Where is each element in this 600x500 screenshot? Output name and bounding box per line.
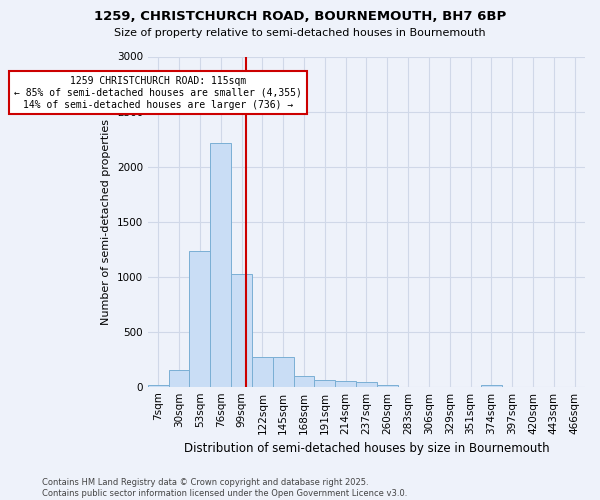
Y-axis label: Number of semi-detached properties: Number of semi-detached properties [101, 118, 111, 324]
Text: Size of property relative to semi-detached houses in Bournemouth: Size of property relative to semi-detach… [114, 28, 486, 38]
Bar [273, 357, 293, 386]
Bar [481, 384, 502, 386]
Bar [190, 252, 211, 386]
Bar [148, 385, 169, 386]
Bar [252, 357, 273, 386]
Bar [293, 376, 314, 386]
Bar [356, 382, 377, 386]
Bar [169, 370, 190, 386]
Bar [377, 385, 398, 386]
Bar [211, 144, 231, 386]
Text: 1259, CHRISTCHURCH ROAD, BOURNEMOUTH, BH7 6BP: 1259, CHRISTCHURCH ROAD, BOURNEMOUTH, BH… [94, 10, 506, 23]
Bar [231, 274, 252, 386]
Text: Contains HM Land Registry data © Crown copyright and database right 2025.
Contai: Contains HM Land Registry data © Crown c… [42, 478, 407, 498]
X-axis label: Distribution of semi-detached houses by size in Bournemouth: Distribution of semi-detached houses by … [184, 442, 549, 455]
Text: 1259 CHRISTCHURCH ROAD: 115sqm
← 85% of semi-detached houses are smaller (4,355): 1259 CHRISTCHURCH ROAD: 115sqm ← 85% of … [14, 76, 302, 110]
Bar [314, 380, 335, 386]
Bar [335, 381, 356, 386]
